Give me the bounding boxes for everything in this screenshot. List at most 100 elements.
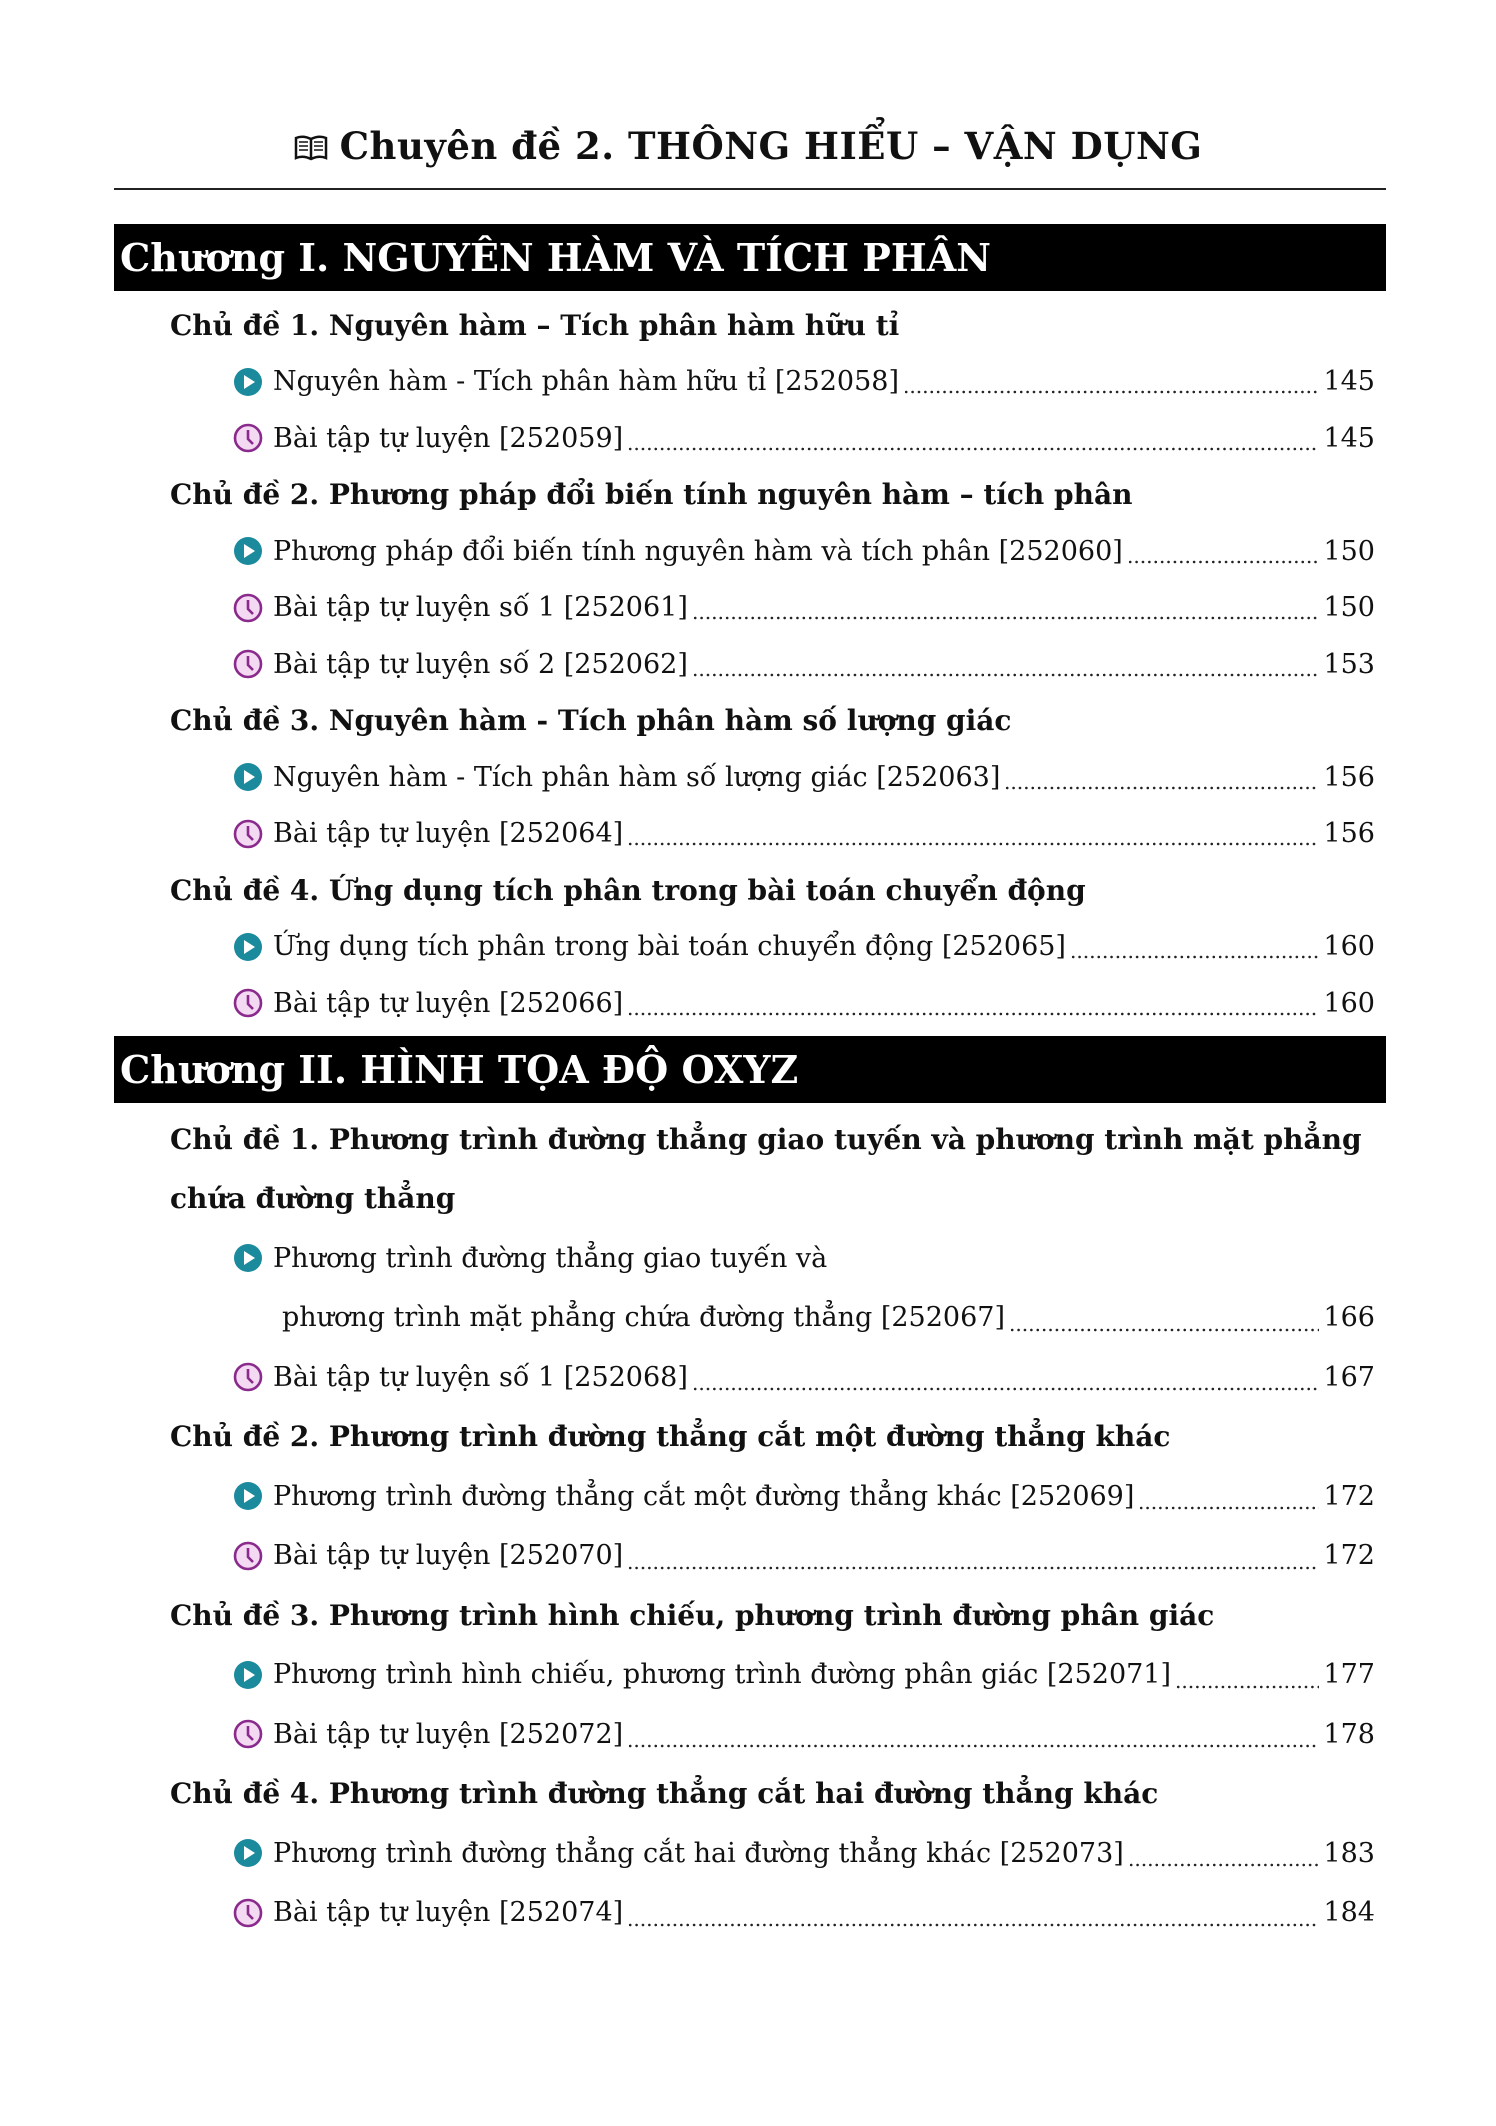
dot-leader (1127, 1863, 1320, 1867)
dot-leader (627, 1565, 1320, 1570)
page-number[interactable]: 145 (1323, 422, 1375, 454)
dot-leader (1138, 1506, 1320, 1510)
toc-entry[interactable]: Phương trình hình chiếu, phương trình đư… (114, 1645, 1386, 1705)
play-circle-icon (233, 1243, 263, 1273)
toc-entry[interactable]: Bài tập tự luyện [252070] 172 (114, 1526, 1386, 1586)
clock-icon (233, 1362, 263, 1392)
entry-title: Bài tập tự luyện [252074] (273, 1897, 624, 1929)
page-number[interactable]: 145 (1323, 366, 1375, 398)
play-circle-icon (233, 1838, 263, 1868)
toc-entry[interactable]: Bài tập tự luyện [252064] 156 (114, 806, 1386, 863)
toc-entry[interactable]: Nguyên hàm - Tích phân hàm hữu tỉ [25205… (114, 354, 1386, 411)
table-of-contents: Chương I. NGUYÊN HÀM VÀ TÍCH PHÂN Chủ đề … (114, 224, 1386, 1943)
dot-leader (627, 1011, 1320, 1016)
chapter-heading[interactable]: Chương I. NGUYÊN HÀM VÀ TÍCH PHÂN (114, 224, 1386, 291)
entry-title: Bài tập tự luyện [252070] (273, 1540, 624, 1572)
page-number[interactable]: 156 (1323, 818, 1375, 850)
page-number[interactable]: 172 (1323, 1480, 1375, 1512)
toc-entry[interactable]: Nguyên hàm - Tích phân hàm số lượng giác… (114, 749, 1386, 806)
dot-leader (627, 1744, 1320, 1748)
clock-icon (233, 649, 263, 679)
chapter-heading[interactable]: Chương II. HÌNH TỌA ĐỘ OXYZ (114, 1035, 1386, 1103)
page-number[interactable]: 167 (1323, 1361, 1375, 1393)
page-number[interactable]: 178 (1323, 1718, 1375, 1750)
topic-heading[interactable]: Chủ đề 2. Phương trình đường thẳng cắt m… (170, 1420, 1171, 1454)
toc-entry[interactable]: Bài tập tự luyện số 1 [252061] 150 (114, 580, 1386, 637)
clock-icon (233, 593, 263, 623)
entry-title: Bài tập tự luyện [252066] (273, 987, 624, 1019)
entry-title: Phương trình đường thẳng giao tuyến và (273, 1242, 828, 1274)
toc-entry[interactable]: Phương trình đường thẳng cắt hai đường t… (114, 1824, 1386, 1884)
dot-leader (1069, 955, 1320, 959)
play-circle-icon (233, 536, 263, 566)
dot-leader (1175, 1684, 1320, 1689)
toc-entry[interactable]: Phương pháp đổi biến tính nguyên hàm và … (114, 523, 1386, 580)
topic-heading[interactable]: Chủ đề 1. Nguyên hàm – Tích phân hàm hữu… (170, 308, 900, 342)
dot-leader (1004, 785, 1320, 790)
title-text: Chuyên đề 2. THÔNG HIỂU – VẬN DỤNG (339, 124, 1203, 168)
entry-title: Nguyên hàm - Tích phân hàm hữu tỉ [25205… (273, 366, 899, 398)
play-circle-icon (233, 762, 263, 792)
dot-leader (902, 390, 1320, 394)
page-number[interactable]: 166 (1323, 1302, 1375, 1334)
toc-entry[interactable]: Bài tập tự luyện [252072] 178 (114, 1705, 1386, 1765)
dot-leader (691, 672, 1320, 677)
entry-title: Phương pháp đổi biến tính nguyên hàm và … (273, 535, 1123, 567)
topic-heading-continued[interactable]: chứa đường thẳng (170, 1182, 456, 1216)
toc-entry[interactable]: Phương trình đường thẳng cắt một đường t… (114, 1467, 1386, 1527)
topic-heading[interactable]: Chủ đề 2. Phương pháp đổi biến tính nguy… (170, 478, 1133, 512)
play-circle-icon (233, 367, 263, 397)
dot-leader (1008, 1327, 1320, 1332)
page-number[interactable]: 177 (1323, 1659, 1375, 1691)
page-number[interactable]: 150 (1323, 592, 1375, 624)
dot-leader (627, 842, 1320, 846)
clock-icon (233, 423, 263, 453)
toc-entry[interactable]: Ứng dụng tích phân trong bài toán chuyển… (114, 919, 1386, 976)
topic-heading[interactable]: Chủ đề 1. Phương trình đường thẳng giao … (170, 1122, 1362, 1156)
entry-title: Phương trình hình chiếu, phương trình đư… (273, 1659, 1172, 1691)
entry-title: Bài tập tự luyện [252059] (273, 422, 624, 454)
page-number[interactable]: 183 (1323, 1837, 1375, 1869)
toc-entry[interactable]: Phương trình đường thẳng giao tuyến và (114, 1229, 1386, 1289)
page-number[interactable]: 153 (1323, 648, 1375, 680)
entry-title: Phương trình đường thẳng cắt hai đường t… (273, 1837, 1124, 1869)
page-number[interactable]: 172 (1323, 1540, 1375, 1572)
clock-icon (233, 1719, 263, 1749)
page-number[interactable]: 184 (1323, 1897, 1375, 1929)
page-title: Chuyên đề 2. THÔNG HIỂU – VẬN DỤNG (0, 124, 1496, 171)
page-number[interactable]: 160 (1323, 987, 1375, 1019)
dot-leader (691, 616, 1320, 620)
entry-title: Bài tập tự luyện [252064] (273, 818, 624, 850)
topic-heading[interactable]: Chủ đề 3. Phương trình hình chiếu, phươn… (170, 1598, 1215, 1632)
topic-heading[interactable]: Chủ đề 3. Nguyên hàm - Tích phân hàm số … (170, 704, 1012, 738)
title-divider (114, 188, 1386, 190)
toc-entry[interactable]: Bài tập tự luyện số 1 [252068] 167 (114, 1348, 1386, 1408)
entry-title: Bài tập tự luyện số 1 [252068] (273, 1361, 688, 1393)
entry-title: Phương trình đường thẳng cắt một đường t… (273, 1480, 1135, 1512)
entry-title: phương trình mặt phẳng chứa đường thẳng … (282, 1302, 1005, 1334)
dot-leader (627, 1922, 1320, 1927)
entry-title: Bài tập tự luyện số 1 [252061] (273, 592, 688, 624)
entry-title: Nguyên hàm - Tích phân hàm số lượng giác… (273, 761, 1001, 793)
toc-entry-continued[interactable]: phương trình mặt phẳng chứa đường thẳng … (114, 1288, 1386, 1348)
toc-entry[interactable]: Bài tập tự luyện [252059] 145 (114, 410, 1386, 467)
dot-leader (691, 1387, 1320, 1391)
page-number[interactable]: 156 (1323, 761, 1375, 793)
dot-leader (1126, 559, 1320, 564)
toc-entry[interactable]: Bài tập tự luyện [252066] 160 (114, 975, 1386, 1032)
entry-title: Bài tập tự luyện số 2 [252062] (273, 648, 688, 680)
open-book-icon (294, 127, 328, 171)
play-circle-icon (233, 932, 263, 962)
play-circle-icon (233, 1481, 263, 1511)
entry-title: Bài tập tự luyện [252072] (273, 1718, 624, 1750)
clock-icon (233, 1541, 263, 1571)
page-number[interactable]: 160 (1323, 931, 1375, 963)
toc-entry[interactable]: Bài tập tự luyện số 2 [252062] 153 (114, 636, 1386, 693)
clock-icon (233, 819, 263, 849)
page-number[interactable]: 150 (1323, 535, 1375, 567)
clock-icon (233, 988, 263, 1018)
play-circle-icon (233, 1660, 263, 1690)
toc-entry[interactable]: Bài tập tự luyện [252074] 184 (114, 1883, 1386, 1943)
topic-heading[interactable]: Chủ đề 4. Phương trình đường thẳng cắt h… (170, 1777, 1159, 1811)
topic-heading[interactable]: Chủ đề 4. Ứng dụng tích phân trong bài t… (170, 873, 1086, 907)
